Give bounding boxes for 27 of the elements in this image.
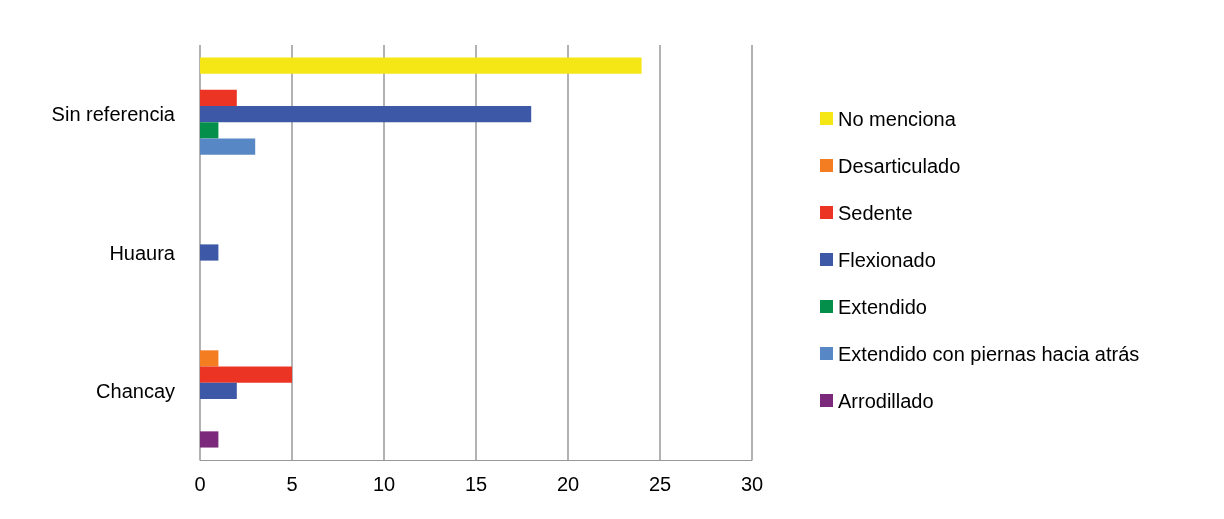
y-tick-label: Huaura [109, 241, 176, 264]
bar [200, 57, 642, 74]
y-tick-label: Sin referencia [51, 103, 176, 126]
bar [200, 244, 219, 261]
x-tick-label: 15 [464, 473, 488, 495]
legend-label: Desarticulado [838, 154, 961, 177]
x-tick-label: 30 [740, 473, 764, 495]
x-tick-label: 25 [648, 473, 672, 495]
x-tick-label: 5 [286, 473, 298, 495]
x-tick-label: 0 [194, 473, 206, 495]
x-tick-label: 20 [556, 473, 580, 495]
legend-label: No menciona [838, 107, 957, 130]
legend-label: Flexionado [838, 248, 936, 271]
bar [200, 138, 256, 155]
bar [200, 431, 219, 448]
bar [200, 89, 237, 107]
bar [200, 122, 219, 139]
legend-label: Sedente [838, 201, 913, 224]
x-tick-label: 10 [372, 473, 396, 495]
y-tick-label: Chancay [96, 379, 175, 402]
legend-label: Extendido con piernas hacia atrás [838, 342, 1140, 365]
bar [200, 366, 292, 383]
legend-label: Arrodillado [838, 389, 934, 412]
bar [200, 106, 532, 123]
legend-label: Extendido [838, 295, 927, 318]
bar [200, 350, 219, 367]
bar [200, 382, 237, 399]
